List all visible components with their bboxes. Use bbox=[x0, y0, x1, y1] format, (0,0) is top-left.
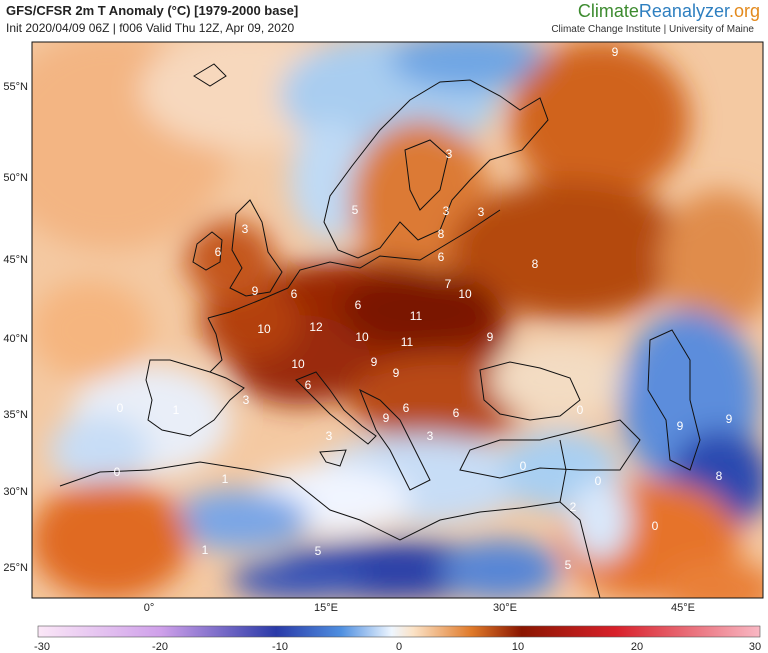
anomaly-label: 0 bbox=[595, 474, 602, 488]
anomaly-label: 3 bbox=[243, 393, 250, 407]
anomaly-label: 10 bbox=[257, 322, 271, 336]
brand-part-3: .org bbox=[728, 1, 760, 21]
anomaly-label: 8 bbox=[532, 257, 539, 271]
anomaly-label: 3 bbox=[326, 429, 333, 443]
lon-tick: 15°E bbox=[314, 602, 338, 614]
anomaly-label: 5 bbox=[565, 558, 572, 572]
lat-tick: 35°N bbox=[3, 409, 28, 421]
latitude-axis: 55°N 50°N 45°N 40°N 35°N 30°N 25°N bbox=[3, 81, 28, 574]
brand-part-2: Reanalyzer bbox=[638, 1, 729, 21]
anomaly-label: 6 bbox=[215, 245, 222, 259]
longitude-axis: 0° 15°E 30°E 45°E bbox=[144, 602, 695, 614]
anomaly-labels: 9 3 5 6 3 8 6 3 3 8 7 9 6 10 6 10 12 10 … bbox=[114, 45, 733, 572]
anomaly-label: 9 bbox=[677, 419, 684, 433]
anomaly-label: 0 bbox=[117, 401, 124, 415]
map-subtitle: Init 2020/04/09 06Z | f006 Valid Thu 12Z… bbox=[6, 21, 295, 35]
lat-tick: 45°N bbox=[3, 254, 28, 266]
lon-tick: 45°E bbox=[671, 602, 695, 614]
anomaly-label: 10 bbox=[458, 287, 472, 301]
anomaly-label: 5 bbox=[315, 544, 322, 558]
anomaly-label: 1 bbox=[222, 472, 229, 486]
colorbar-tick: 20 bbox=[631, 641, 643, 653]
brand-part-1: Climate bbox=[577, 1, 639, 21]
colorbar-tick: -10 bbox=[272, 641, 288, 653]
anomaly-label: 6 bbox=[403, 401, 410, 415]
anomaly-label: 7 bbox=[445, 277, 452, 291]
anomaly-label: 6 bbox=[291, 287, 298, 301]
anomaly-label: 9 bbox=[393, 366, 400, 380]
anomaly-label: 11 bbox=[410, 309, 423, 323]
anomaly-label: 2 bbox=[570, 500, 577, 514]
anomaly-label: 9 bbox=[252, 284, 259, 298]
coastlines bbox=[59, 63, 701, 598]
colorbar-tick: 10 bbox=[512, 641, 524, 653]
lon-tick: 30°E bbox=[493, 602, 517, 614]
map-title: GFS/CFSR 2m T Anomaly (°C) [1979-2000 ba… bbox=[6, 3, 299, 18]
anomaly-label: 3 bbox=[427, 429, 434, 443]
anomaly-label: 9 bbox=[726, 412, 733, 426]
anomaly-label: 0 bbox=[114, 465, 121, 479]
anomaly-label: 5 bbox=[352, 203, 359, 217]
anomaly-label: 0 bbox=[652, 519, 659, 533]
anomaly-label: 11 bbox=[401, 335, 414, 349]
anomaly-label: 8 bbox=[438, 227, 445, 241]
anomaly-label: 9 bbox=[612, 45, 619, 59]
anomaly-label: 3 bbox=[242, 222, 249, 236]
anomaly-label: 0 bbox=[577, 403, 584, 417]
brand-subtitle: Climate Change Institute | University of… bbox=[551, 24, 754, 35]
anomaly-label: 1 bbox=[173, 403, 180, 417]
colorbar-tick: -20 bbox=[152, 641, 168, 653]
anomaly-label: 6 bbox=[453, 406, 460, 420]
anomaly-label: 6 bbox=[355, 298, 362, 312]
anomaly-label: 10 bbox=[355, 330, 369, 344]
brand-logo[interactable]: ClimateReanalyzer.org bbox=[578, 1, 760, 22]
lat-tick: 30°N bbox=[3, 486, 28, 498]
lat-tick: 50°N bbox=[3, 172, 28, 184]
colorbar-tick: 0 bbox=[396, 641, 402, 653]
map-frame bbox=[31, 41, 764, 599]
temperature-field bbox=[32, 42, 763, 598]
lat-tick: 25°N bbox=[3, 562, 28, 574]
colorbar-tick: -30 bbox=[34, 641, 50, 653]
lon-tick: 0° bbox=[144, 602, 155, 614]
anomaly-label: 12 bbox=[309, 320, 323, 334]
anomaly-label: 9 bbox=[383, 411, 390, 425]
anomaly-label: 1 bbox=[202, 543, 209, 557]
lat-tick: 55°N bbox=[3, 81, 28, 93]
anomaly-label: 9 bbox=[371, 355, 378, 369]
anomaly-label: 3 bbox=[478, 205, 485, 219]
colorbar-ramp bbox=[37, 625, 761, 638]
anomaly-label: 8 bbox=[716, 469, 723, 483]
anomaly-label: 0 bbox=[520, 459, 527, 473]
colorbar-tick: 30 bbox=[749, 641, 761, 653]
anomaly-label: 9 bbox=[487, 330, 494, 344]
anomaly-label: 6 bbox=[305, 378, 312, 392]
anomaly-label: 6 bbox=[438, 250, 445, 264]
colorbar: -30 -20 -10 0 10 20 30 bbox=[34, 625, 761, 653]
lat-tick: 40°N bbox=[3, 333, 28, 345]
anomaly-label: 3 bbox=[446, 147, 453, 161]
anomaly-label: 10 bbox=[291, 357, 305, 371]
anomaly-label: 3 bbox=[443, 204, 450, 218]
